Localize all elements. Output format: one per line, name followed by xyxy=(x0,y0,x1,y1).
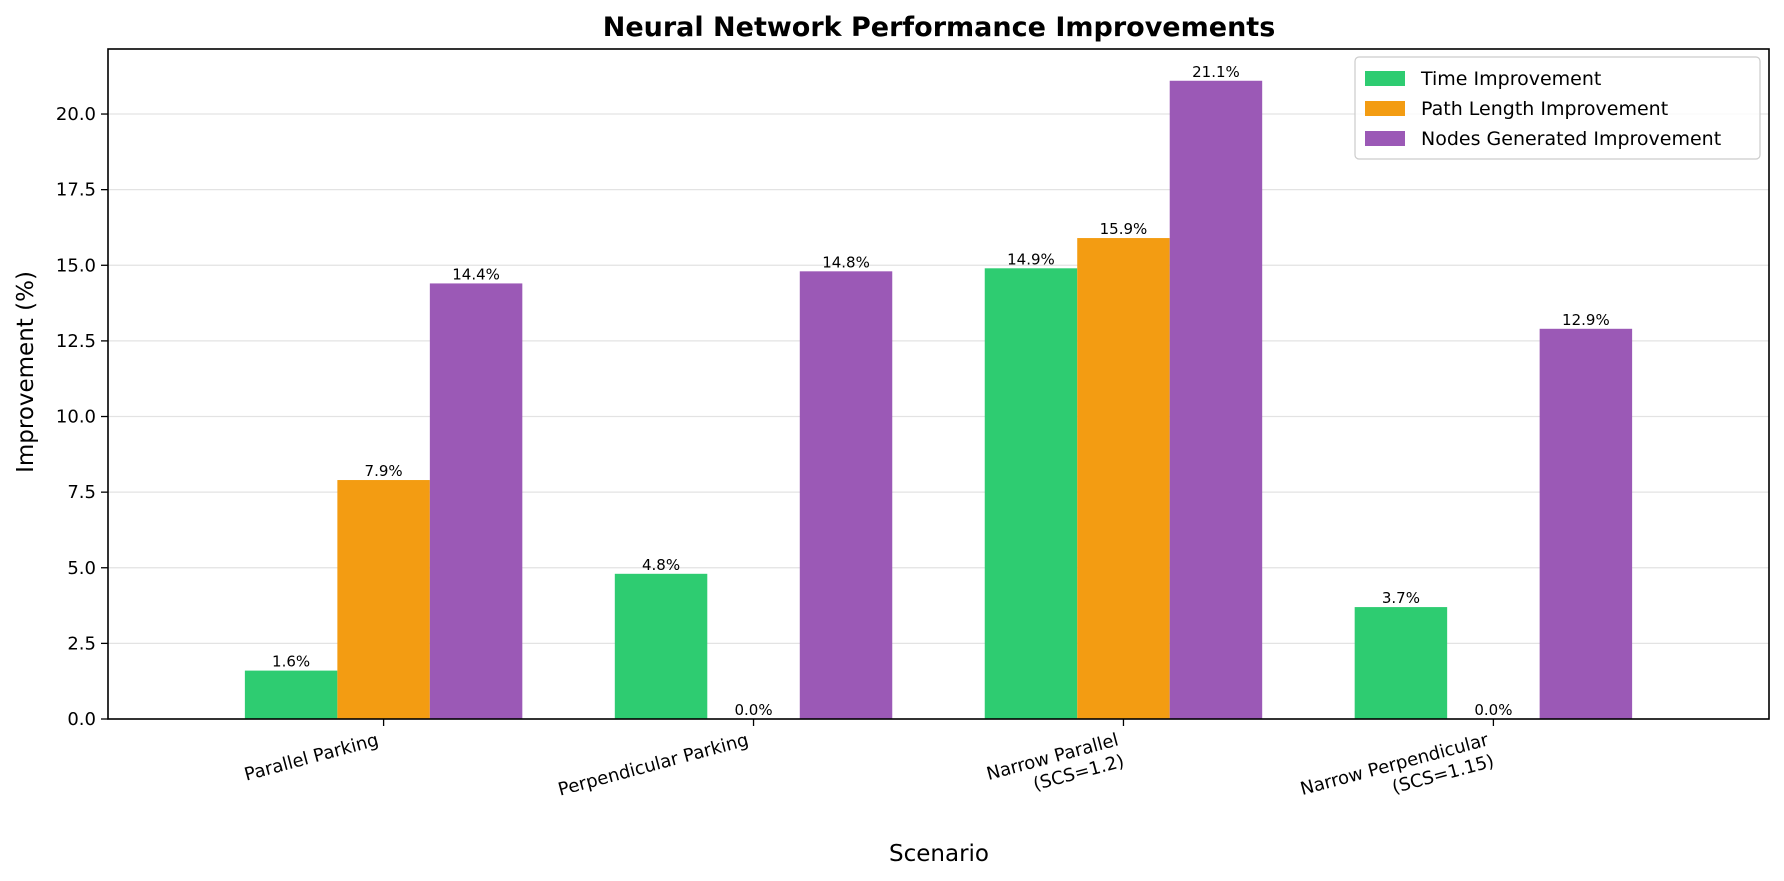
bar-nodes-generated-improvement-1 xyxy=(799,271,893,719)
data-label: 12.9% xyxy=(1562,311,1610,329)
bar-time-improvement-1 xyxy=(614,573,708,719)
y-tick-label: 0.0 xyxy=(67,709,96,730)
y-tick-label: 12.5 xyxy=(56,331,96,352)
bars xyxy=(244,80,1633,719)
y-axis-ticks: 0.0 2.5 5.0 7.5 10.0 12.5 15.0 17.5 20.0 xyxy=(56,104,108,730)
data-label: 14.9% xyxy=(1007,250,1055,268)
bar-nodes-generated-improvement-3 xyxy=(1539,328,1633,719)
bar-path-length-improvement-2 xyxy=(1077,238,1170,719)
x-tick-label: Narrow Perpendicular(SCS=1.15) xyxy=(1298,729,1496,800)
legend-label: Path Length Improvement xyxy=(1421,98,1668,120)
y-tick-label: 17.5 xyxy=(56,180,96,201)
y-tick-label: 10.0 xyxy=(56,407,96,428)
data-label: 7.9% xyxy=(365,462,403,480)
legend-swatch xyxy=(1365,101,1405,116)
data-label: 1.6% xyxy=(272,653,310,671)
legend-label: Time Improvement xyxy=(1420,68,1601,90)
chart-title: Neural Network Performance Improvements xyxy=(603,12,1276,43)
data-label: 15.9% xyxy=(1100,220,1148,238)
y-tick-label: 20.0 xyxy=(56,104,96,125)
x-tick-label: Parallel Parking xyxy=(242,730,381,786)
data-label: 4.8% xyxy=(642,556,680,574)
legend-swatch xyxy=(1365,71,1405,86)
x-tick-label-line: Parallel Parking xyxy=(242,730,381,786)
legend-swatch xyxy=(1365,131,1405,146)
y-axis-label: Improvement (%) xyxy=(13,271,39,473)
y-tick-label: 15.0 xyxy=(56,255,96,276)
x-tick-label: Perpendicular Parking xyxy=(556,730,751,801)
data-label: 21.1% xyxy=(1192,63,1240,81)
data-label: 14.8% xyxy=(822,253,870,271)
y-tick-label: 5.0 xyxy=(67,558,96,579)
bar-path-length-improvement-0 xyxy=(337,480,430,719)
x-tick-label-line: Perpendicular Parking xyxy=(556,730,751,801)
x-tick-label: Narrow Parallel(SCS=1.2) xyxy=(984,730,1126,796)
data-labels: 1.6% 4.8% 14.9% 3.7% 7.9% 0.0% 15.9% 0.0% 14.4% 1… xyxy=(272,63,1610,719)
bar-nodes-generated-improvement-0 xyxy=(429,283,523,719)
legend-label: Nodes Generated Improvement xyxy=(1421,128,1721,150)
bar-time-improvement-2 xyxy=(984,268,1078,719)
plot-frame xyxy=(107,48,1770,720)
data-label: 0.0% xyxy=(734,701,772,719)
y-tick-label: 7.5 xyxy=(67,482,96,503)
x-axis-ticks: Parallel Parking Perpendicular Parking Nar… xyxy=(242,719,1496,801)
bar-time-improvement-0 xyxy=(244,670,338,719)
legend: Time Improvement Path Length Improvement N… xyxy=(1354,56,1761,160)
legend-box xyxy=(1354,56,1761,160)
x-axis-label: Scenario xyxy=(889,841,989,867)
y-tick-label: 2.5 xyxy=(67,633,96,654)
data-label: 0.0% xyxy=(1474,701,1512,719)
bar-time-improvement-3 xyxy=(1354,607,1448,719)
data-label: 3.7% xyxy=(1382,589,1420,607)
data-label: 14.4% xyxy=(452,265,500,283)
bar-nodes-generated-improvement-2 xyxy=(1169,80,1263,719)
